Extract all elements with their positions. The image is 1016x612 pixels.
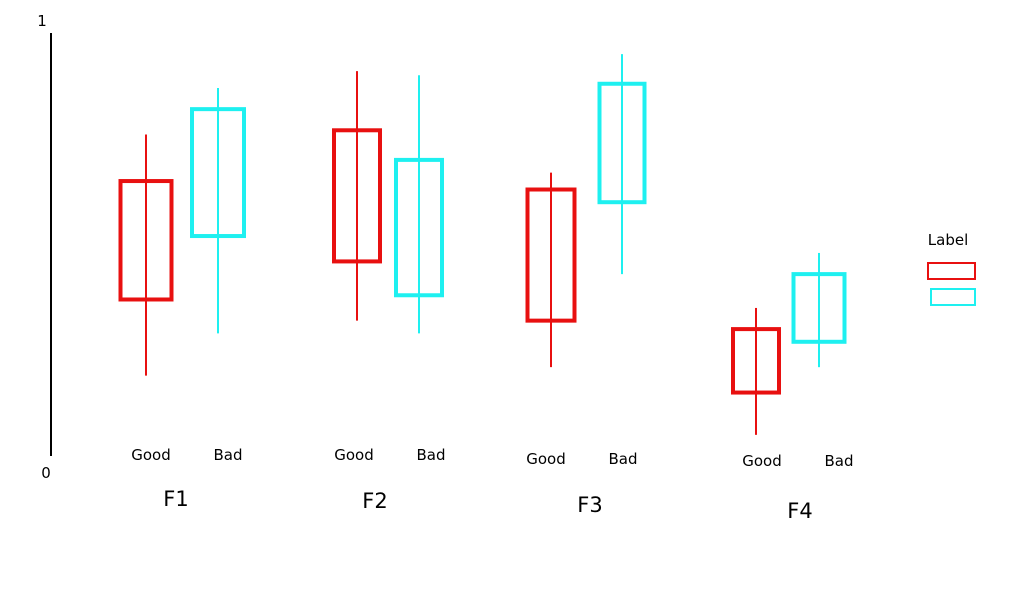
category-label: Bad bbox=[824, 452, 853, 470]
group-label: F4 bbox=[787, 499, 812, 523]
group-label: F2 bbox=[362, 489, 387, 513]
legend-title: Label bbox=[928, 231, 968, 249]
category-label: Good bbox=[131, 446, 171, 464]
group-label: F3 bbox=[577, 493, 602, 517]
category-label: Good bbox=[334, 446, 374, 464]
group-label: F1 bbox=[163, 487, 188, 511]
y-tick-bottom: 0 bbox=[41, 464, 51, 482]
category-label: Bad bbox=[213, 446, 242, 464]
box-marks: Good Bad F1 Good Bad F2 Good Bad F3 Good Bad F4 bbox=[121, 54, 854, 523]
category-label: Good bbox=[742, 452, 782, 470]
category-label: Bad bbox=[416, 446, 445, 464]
category-label: Bad bbox=[608, 450, 637, 468]
category-label: Good bbox=[526, 450, 566, 468]
legend-swatch-good bbox=[928, 263, 975, 279]
y-tick-top: 1 bbox=[37, 12, 47, 30]
legend: Label bbox=[928, 231, 975, 305]
legend-swatch-bad bbox=[931, 289, 975, 305]
